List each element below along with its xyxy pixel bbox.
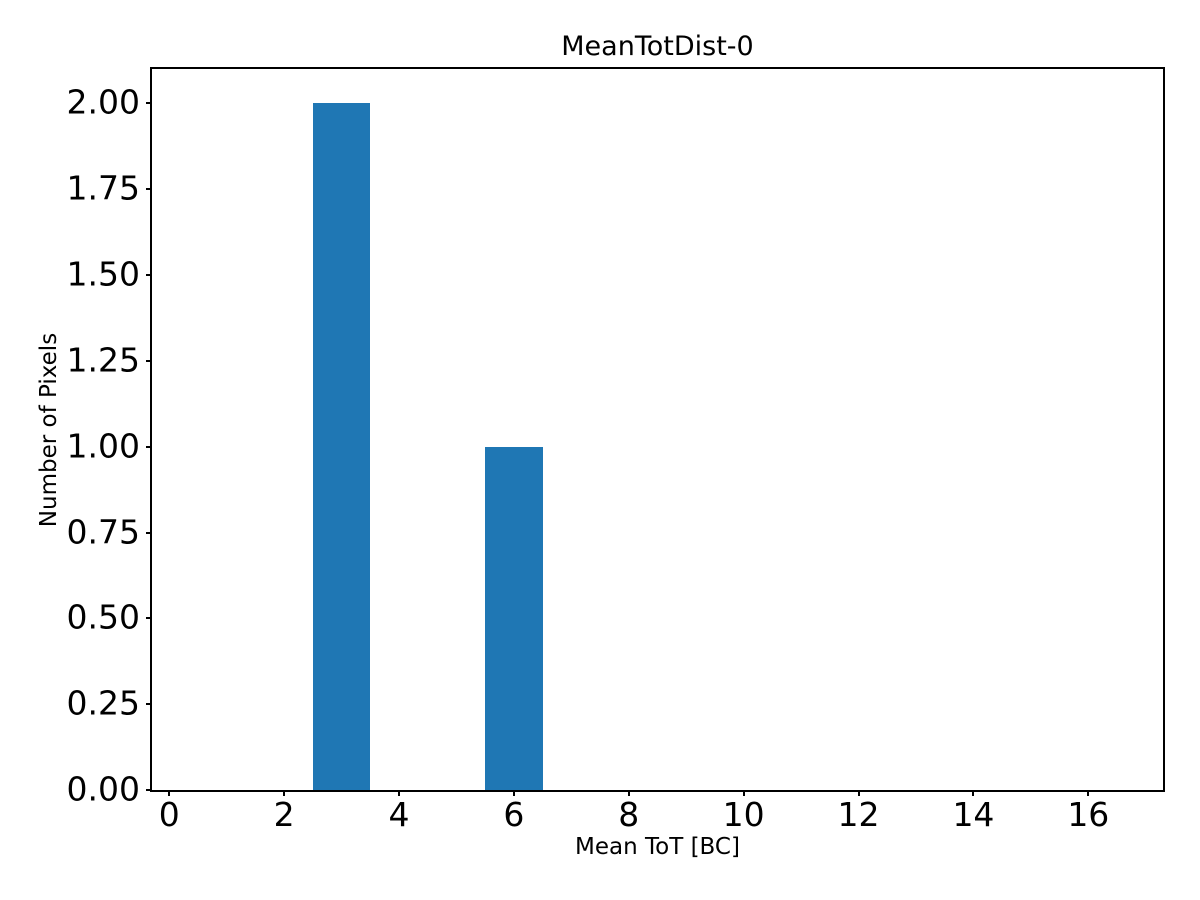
y-tick-label: 0.50 [66,598,140,638]
y-tick-label: 1.25 [66,340,140,380]
y-tick-label: 1.75 [66,168,140,208]
y-tick-mark [146,789,152,791]
y-tick-mark [146,531,152,534]
x-tick-label: 2 [273,795,295,834]
x-tick-label: 6 [503,795,525,834]
y-tick-label: 0.00 [66,769,140,809]
y-tick-mark [146,445,152,448]
plot-area: 0 2 4 6 8 10 12 14 16 0.00 0.25 0.50 0.75 1.00 1.25 1.5… [67,67,1165,832]
y-tick-mark [146,273,152,276]
y-tick-label: 0.25 [66,683,140,723]
x-tick-label: 16 [1067,795,1110,834]
y-tick-label: 0.75 [66,512,140,552]
y-tick-label: 1.50 [66,254,140,294]
histogram-bar [312,103,371,790]
x-tick-label: 10 [722,795,765,834]
x-tick-mark [627,790,630,796]
x-tick-label: 12 [837,795,880,834]
x-tick-mark [1087,790,1090,796]
y-tick-label: 2.00 [66,83,140,123]
x-tick-mark [512,790,515,796]
x-tick-mark [283,790,286,796]
x-axis-label: Mean ToT [BC] [575,834,740,860]
y-tick-mark [146,617,152,620]
x-tick-label: 8 [618,795,640,834]
y-tick-mark [146,703,152,706]
x-tick-mark [857,790,860,796]
y-tick-mark [146,359,152,362]
x-tick-label: 4 [388,795,410,834]
x-tick-mark [168,790,171,796]
y-tick-mark [146,188,152,191]
chart-title: MeanTotDist-0 [561,31,754,62]
y-axis-label: Number of Pixels [35,332,62,528]
x-tick-mark [398,790,400,796]
y-tick-mark [146,102,152,105]
x-tick-label: 0 [158,795,180,834]
x-tick-mark [972,790,975,796]
x-tick-label: 14 [952,795,995,834]
x-tick-mark [742,790,745,796]
histogram-bar [485,446,543,790]
y-tick-label: 1.00 [66,426,140,466]
